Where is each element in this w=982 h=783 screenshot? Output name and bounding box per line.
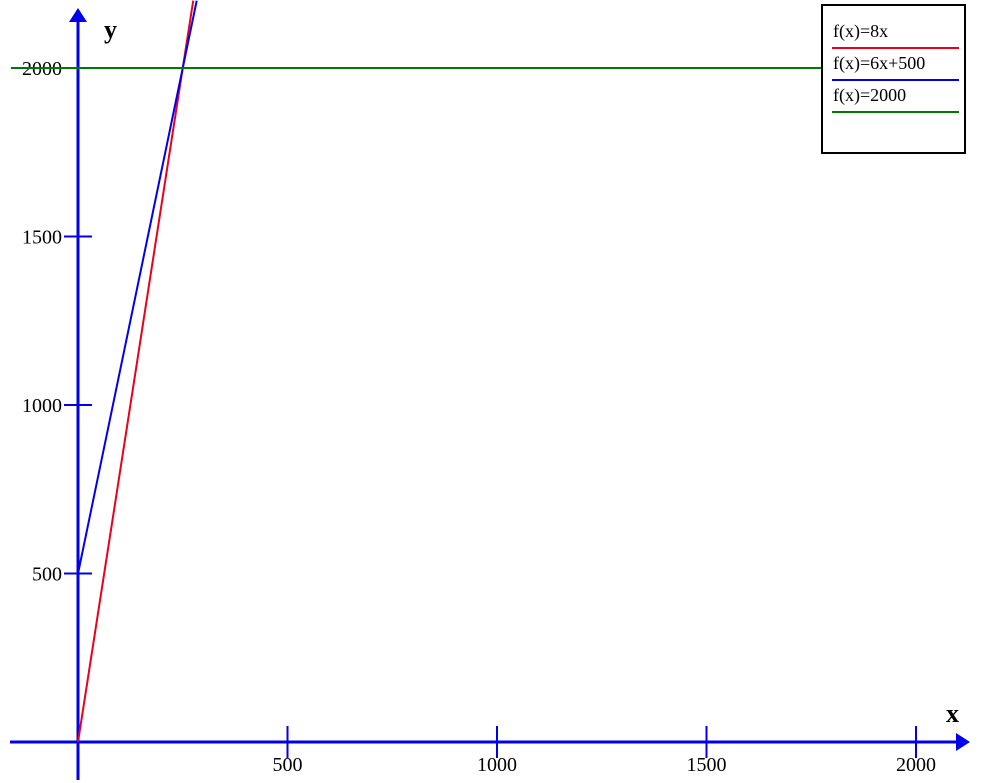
y-tick-label: 1500 — [22, 227, 62, 249]
y-axis-arrow — [69, 8, 87, 22]
x-tick-label: 2000 — [896, 754, 936, 776]
x-ticks: 500 1000 1500 2000 — [273, 726, 936, 776]
series-line — [77, 0, 198, 574]
series-layer — [10, 0, 958, 742]
legend-label: f(x)=6x+500 — [833, 53, 925, 74]
x-tick-label: 1000 — [477, 754, 517, 776]
legend-label: f(x)=2000 — [833, 85, 906, 106]
x-axis-arrow — [956, 733, 970, 751]
axes: x y — [10, 8, 970, 780]
y-tick-label: 500 — [32, 564, 62, 586]
series-line — [77, 0, 195, 742]
legend: f(x)=8x f(x)=6x+500 f(x)=2000 — [821, 4, 966, 154]
x-axis-title: x — [946, 699, 959, 728]
y-axis-title: y — [104, 15, 117, 44]
x-tick-label: 500 — [273, 754, 303, 776]
x-tick-label: 1500 — [687, 754, 727, 776]
legend-label: f(x)=8x — [833, 21, 888, 42]
y-tick-label: 1000 — [22, 395, 62, 417]
